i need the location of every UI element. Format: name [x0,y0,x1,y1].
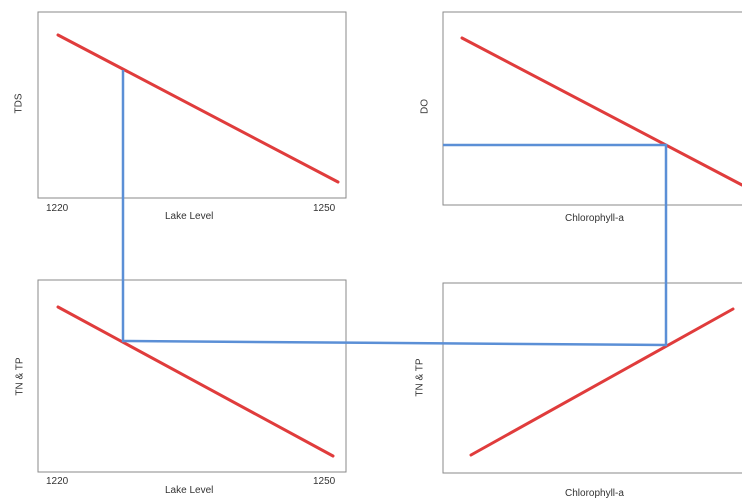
xlabel-top-right: Chlorophyll-a [565,213,624,224]
panel-bottom-left-frame [37,279,347,473]
panel-bottom-right-frame [442,282,742,474]
ylabel-top-left: TDS [13,93,25,114]
xlabel-bottom-right: Chlorophyll-a [565,488,624,499]
panel-top-left-frame [37,11,347,199]
xlabel-top-left: Lake Level [165,211,214,222]
xtick-end-bottom-left: 1250 [313,476,336,487]
ylabel-bottom-left: TN & TP [14,357,26,396]
xtick-start-top-left: 1220 [46,203,69,214]
ylabel-bottom-right: TN & TP [414,358,426,397]
trend-line-tntp-vs-lake-level [56,305,335,458]
trend-line-do-vs-chlorophyll [460,36,742,187]
panel-top-right-frame [442,11,742,206]
xtick-start-bottom-left: 1220 [46,476,69,487]
xtick-end-top-left: 1250 [313,203,336,214]
xlabel-bottom-left: Lake Level [165,485,214,496]
ylabel-top-right: DO [419,99,431,114]
trend-line-tntp-vs-chlorophyll [469,307,735,457]
trend-line-tds-vs-lake-level [56,33,340,184]
connector-path [121,70,668,347]
